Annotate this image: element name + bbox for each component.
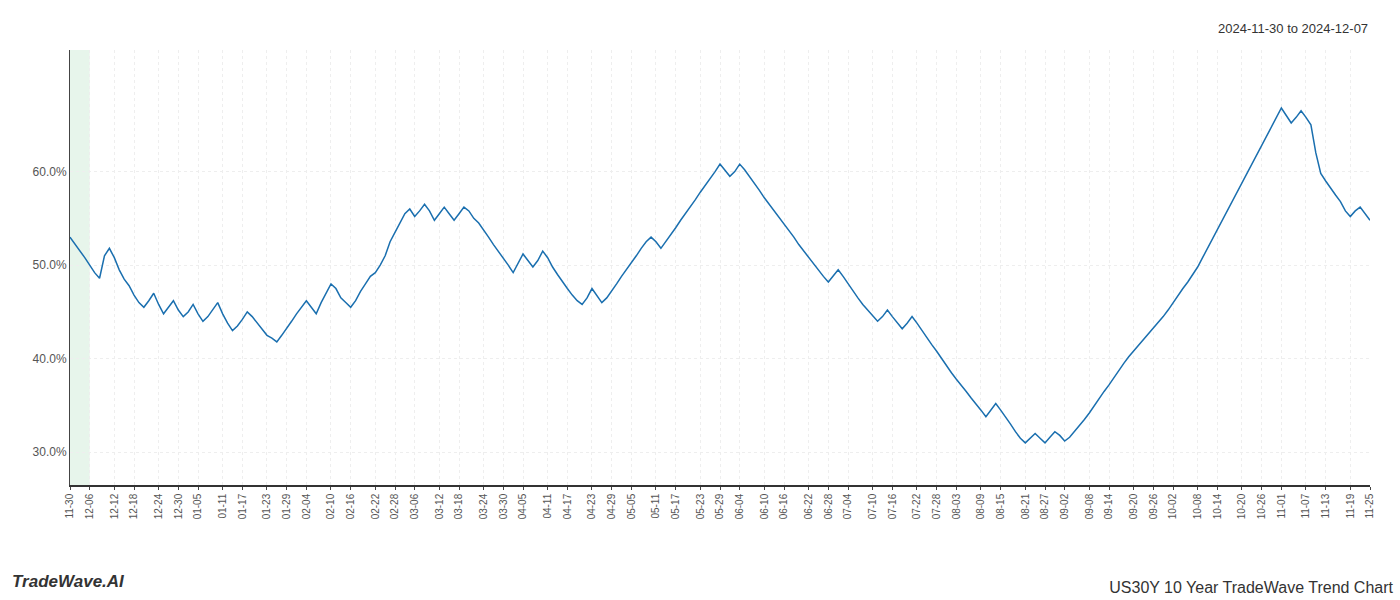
- svg-text:US30Y 10 Year TradeWave Trend: US30Y 10 Year TradeWave Trend Chart: [1109, 579, 1393, 596]
- svg-text:07-04: 07-04: [842, 493, 853, 519]
- svg-text:12-18: 12-18: [128, 493, 139, 519]
- svg-text:10-02: 10-02: [1167, 493, 1178, 519]
- svg-text:02-22: 02-22: [370, 493, 381, 519]
- svg-text:10-20: 10-20: [1236, 493, 1247, 519]
- svg-text:TradeWave.AI: TradeWave.AI: [12, 572, 125, 591]
- svg-text:11-30: 11-30: [64, 493, 75, 518]
- svg-text:50.0%: 50.0%: [33, 258, 67, 272]
- svg-text:05-05: 05-05: [626, 493, 637, 519]
- svg-text:09-02: 09-02: [1059, 493, 1070, 519]
- svg-text:03-12: 03-12: [434, 493, 445, 519]
- svg-text:08-27: 08-27: [1039, 493, 1050, 519]
- svg-text:07-22: 07-22: [911, 493, 922, 519]
- svg-text:01-23: 01-23: [261, 493, 272, 519]
- svg-text:02-04: 02-04: [301, 493, 312, 519]
- svg-text:04-11: 04-11: [542, 493, 553, 518]
- svg-text:07-10: 07-10: [867, 493, 878, 519]
- svg-text:06-22: 06-22: [803, 493, 814, 519]
- svg-text:01-29: 01-29: [281, 493, 292, 519]
- svg-text:2024-11-30 to 2024-12-07: 2024-11-30 to 2024-12-07: [1218, 21, 1368, 36]
- svg-text:06-04: 06-04: [734, 493, 745, 519]
- svg-text:03-30: 03-30: [498, 493, 509, 519]
- svg-text:06-28: 06-28: [823, 493, 834, 519]
- svg-text:07-28: 07-28: [931, 493, 942, 519]
- svg-text:04-17: 04-17: [562, 493, 573, 519]
- svg-text:03-24: 03-24: [478, 493, 489, 519]
- svg-text:11-25: 11-25: [1364, 493, 1375, 518]
- svg-text:01-11: 01-11: [217, 493, 228, 518]
- svg-text:12-24: 12-24: [153, 493, 164, 519]
- svg-text:04-23: 04-23: [586, 493, 597, 519]
- svg-text:06-16: 06-16: [778, 493, 789, 519]
- svg-text:05-29: 05-29: [714, 493, 725, 519]
- svg-text:02-10: 02-10: [325, 493, 336, 519]
- svg-text:12-12: 12-12: [109, 493, 120, 519]
- svg-text:12-06: 12-06: [84, 493, 95, 519]
- svg-text:07-16: 07-16: [887, 493, 898, 519]
- svg-text:02-16: 02-16: [345, 493, 356, 519]
- svg-text:08-09: 08-09: [975, 493, 986, 519]
- svg-text:10-08: 10-08: [1192, 493, 1203, 519]
- svg-text:03-18: 03-18: [453, 493, 464, 519]
- svg-text:01-17: 01-17: [237, 493, 248, 519]
- svg-text:11-19: 11-19: [1345, 493, 1356, 518]
- svg-text:10-26: 10-26: [1256, 493, 1267, 519]
- svg-text:30.0%: 30.0%: [33, 445, 67, 459]
- svg-text:05-23: 05-23: [695, 493, 706, 519]
- svg-text:06-10: 06-10: [759, 493, 770, 519]
- svg-text:04-05: 04-05: [517, 493, 528, 519]
- svg-text:05-11: 05-11: [650, 493, 661, 518]
- svg-text:10-14: 10-14: [1212, 493, 1223, 519]
- svg-text:11-07: 11-07: [1300, 493, 1311, 518]
- svg-text:09-14: 09-14: [1103, 493, 1114, 519]
- svg-text:12-30: 12-30: [173, 493, 184, 519]
- svg-text:08-21: 08-21: [1020, 493, 1031, 519]
- svg-text:09-20: 09-20: [1128, 493, 1139, 519]
- svg-text:08-03: 08-03: [951, 493, 962, 519]
- svg-text:09-08: 09-08: [1084, 493, 1095, 519]
- svg-text:01-05: 01-05: [192, 493, 203, 519]
- svg-text:60.0%: 60.0%: [33, 165, 67, 179]
- svg-text:09-26: 09-26: [1148, 493, 1159, 519]
- svg-text:08-15: 08-15: [995, 493, 1006, 519]
- svg-text:11-01: 11-01: [1276, 493, 1287, 518]
- svg-text:40.0%: 40.0%: [33, 352, 67, 366]
- svg-text:04-29: 04-29: [606, 493, 617, 519]
- svg-text:11-13: 11-13: [1320, 493, 1331, 518]
- svg-text:02-28: 02-28: [389, 493, 400, 519]
- svg-text:03-06: 03-06: [409, 493, 420, 519]
- svg-text:05-17: 05-17: [670, 493, 681, 519]
